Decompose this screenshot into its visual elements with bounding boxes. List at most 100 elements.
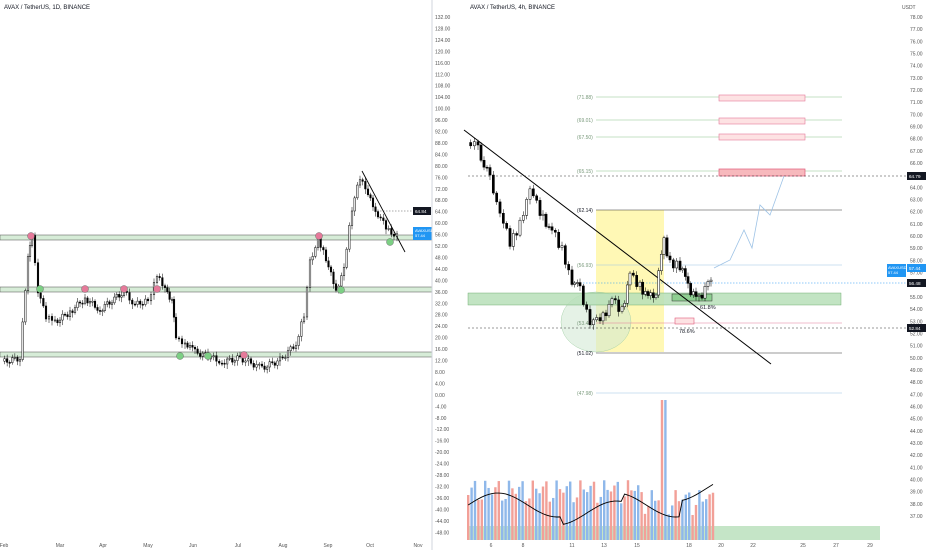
left-price-axis-label: 96.00 — [435, 118, 448, 124]
volume-bar — [701, 501, 704, 540]
left-price-axis-label: 104.00 — [435, 95, 451, 101]
right-price-axis-label: 75.00 — [910, 52, 923, 58]
candle-body — [8, 362, 11, 364]
fib-level-label: (56.93) — [577, 263, 593, 269]
pivot-marker-red — [240, 351, 248, 359]
right-time-axis-label: 6 — [490, 543, 493, 549]
candle-body — [226, 358, 229, 365]
candle-body — [258, 363, 261, 366]
candle-body — [700, 295, 704, 299]
volume-bar — [487, 487, 490, 540]
right-chart-pane[interactable]: AVAX / TetherUS, 4h, BINANCE USDT (71.88… — [463, 5, 926, 549]
candle-body — [196, 348, 199, 354]
candle-body — [613, 298, 617, 301]
candle-body — [651, 292, 655, 298]
left-support-zone-middle[interactable] — [0, 286, 433, 293]
target-box-main[interactable] — [718, 168, 806, 177]
volume-bar — [518, 486, 521, 540]
left-current-price-tag — [413, 227, 432, 240]
target-box-1[interactable] — [718, 94, 806, 102]
pivot-marker-green — [386, 238, 394, 246]
volume-bar — [671, 505, 674, 540]
candle-body — [628, 272, 632, 286]
volume-bar — [555, 480, 558, 540]
candle-body — [308, 259, 312, 288]
candle-body — [332, 271, 335, 285]
right-price-axis[interactable]: 78.00 77.00 76.00 75.00 74.00 73.00 72.00 71.00… — [910, 15, 923, 520]
right-price-axis-label: 72.00 — [910, 88, 923, 94]
accumulation-ellipse[interactable] — [560, 291, 632, 353]
volume-bar — [589, 485, 592, 540]
left-price-axis-label: -24.00 — [435, 462, 449, 468]
candle-body — [547, 226, 551, 228]
pivot-marker-green — [337, 286, 345, 294]
right-price-axis-label: 52.00 — [910, 331, 923, 337]
pivot-marker-red — [153, 285, 161, 293]
right-price-axis-label: 57.00 — [910, 271, 923, 277]
left-resistance-zone-upper[interactable] — [0, 234, 433, 241]
candle-body — [469, 142, 473, 147]
volume-bar — [657, 500, 660, 540]
left-chart-pane[interactable]: AVAX / TetherUS, 1D, BINANCE 64.84 AVAXU… — [0, 0, 437, 550]
right-time-axis-label: 15 — [634, 543, 640, 549]
candle-body — [76, 301, 79, 308]
volume-bar — [613, 485, 616, 540]
candle-body — [199, 353, 202, 357]
candle-body — [374, 206, 377, 212]
right-downtrend-line[interactable] — [463, 129, 772, 365]
volume-bar — [711, 492, 715, 540]
candle-body — [68, 310, 72, 317]
right-price-axis-label: 67.00 — [910, 149, 923, 155]
right-current-axis-label: 57.44 — [909, 266, 921, 271]
target-box-2[interactable] — [718, 117, 806, 125]
candle-body — [170, 299, 174, 301]
right-time-axis[interactable]: 6 8 11 13 15 18 20 22 25 27 29 — [490, 543, 873, 549]
candle-body — [379, 216, 382, 219]
candle-body — [654, 294, 658, 298]
target-box-3[interactable] — [718, 133, 806, 141]
volume-bar — [684, 494, 687, 540]
candle-body — [528, 188, 532, 200]
right-price-axis-label: 43.00 — [910, 441, 923, 447]
right-price-candles — [469, 137, 713, 330]
candle-body — [215, 355, 218, 362]
candle-body — [691, 291, 695, 296]
volume-bar — [558, 489, 562, 540]
volume-bar — [688, 492, 691, 540]
right-price-axis-label: 44.00 — [910, 429, 923, 435]
stop-box[interactable] — [674, 317, 695, 325]
volume-bar — [579, 480, 582, 540]
candle-body — [174, 316, 178, 339]
candle-body — [525, 199, 529, 216]
pivot-marker-red — [81, 285, 89, 293]
candle-body — [276, 360, 279, 366]
candle-body — [278, 356, 282, 362]
right-price-axis-label: 71.00 — [910, 100, 923, 106]
right-price-axis-label: 40.00 — [910, 477, 923, 483]
candle-body — [146, 298, 150, 302]
right-price-axis-label: 60.00 — [910, 234, 923, 240]
volume-bar — [497, 481, 500, 540]
right-time-axis-label: 25 — [800, 543, 806, 549]
left-price-axis[interactable]: 132.00 128.00 124.00 120.00 116.00 112.00 108.… — [435, 15, 451, 536]
left-price-axis-label: 120.00 — [435, 49, 451, 55]
candle-body — [78, 301, 82, 304]
candle-body — [93, 300, 97, 308]
candle-body — [292, 346, 295, 349]
candle-body — [183, 342, 187, 345]
volume-bar — [705, 499, 708, 540]
right-price-axis-label: 64.00 — [910, 185, 923, 191]
candle-body — [86, 297, 89, 304]
candle-body — [521, 215, 525, 221]
candle-body — [620, 306, 624, 312]
right-level-tag-3 — [907, 324, 926, 332]
candle-body — [505, 223, 509, 229]
left-time-axis-label: Oct — [366, 543, 374, 549]
left-downtrend-line[interactable] — [361, 170, 406, 253]
candle-body — [560, 245, 564, 248]
volume-bar — [681, 499, 684, 540]
candle-body — [21, 321, 24, 360]
left-time-axis[interactable]: Feb Mar Apr May Jun Jul Aug Sep Oct Nov — [0, 543, 423, 549]
candle-body — [607, 304, 611, 317]
right-price-axis-label: 49.00 — [910, 368, 923, 374]
